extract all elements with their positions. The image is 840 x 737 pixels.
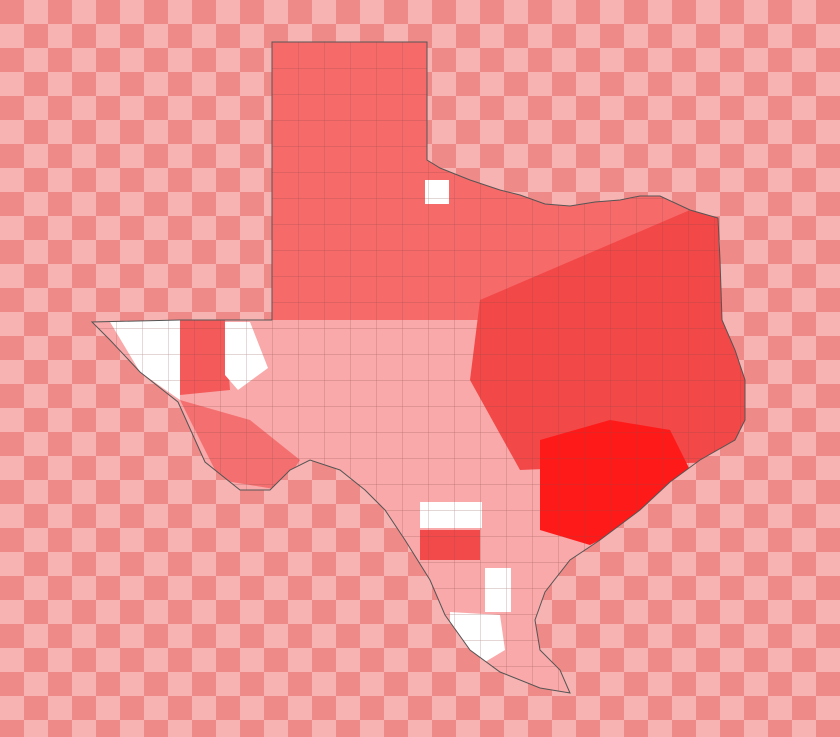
state-outline — [90, 41, 746, 694]
